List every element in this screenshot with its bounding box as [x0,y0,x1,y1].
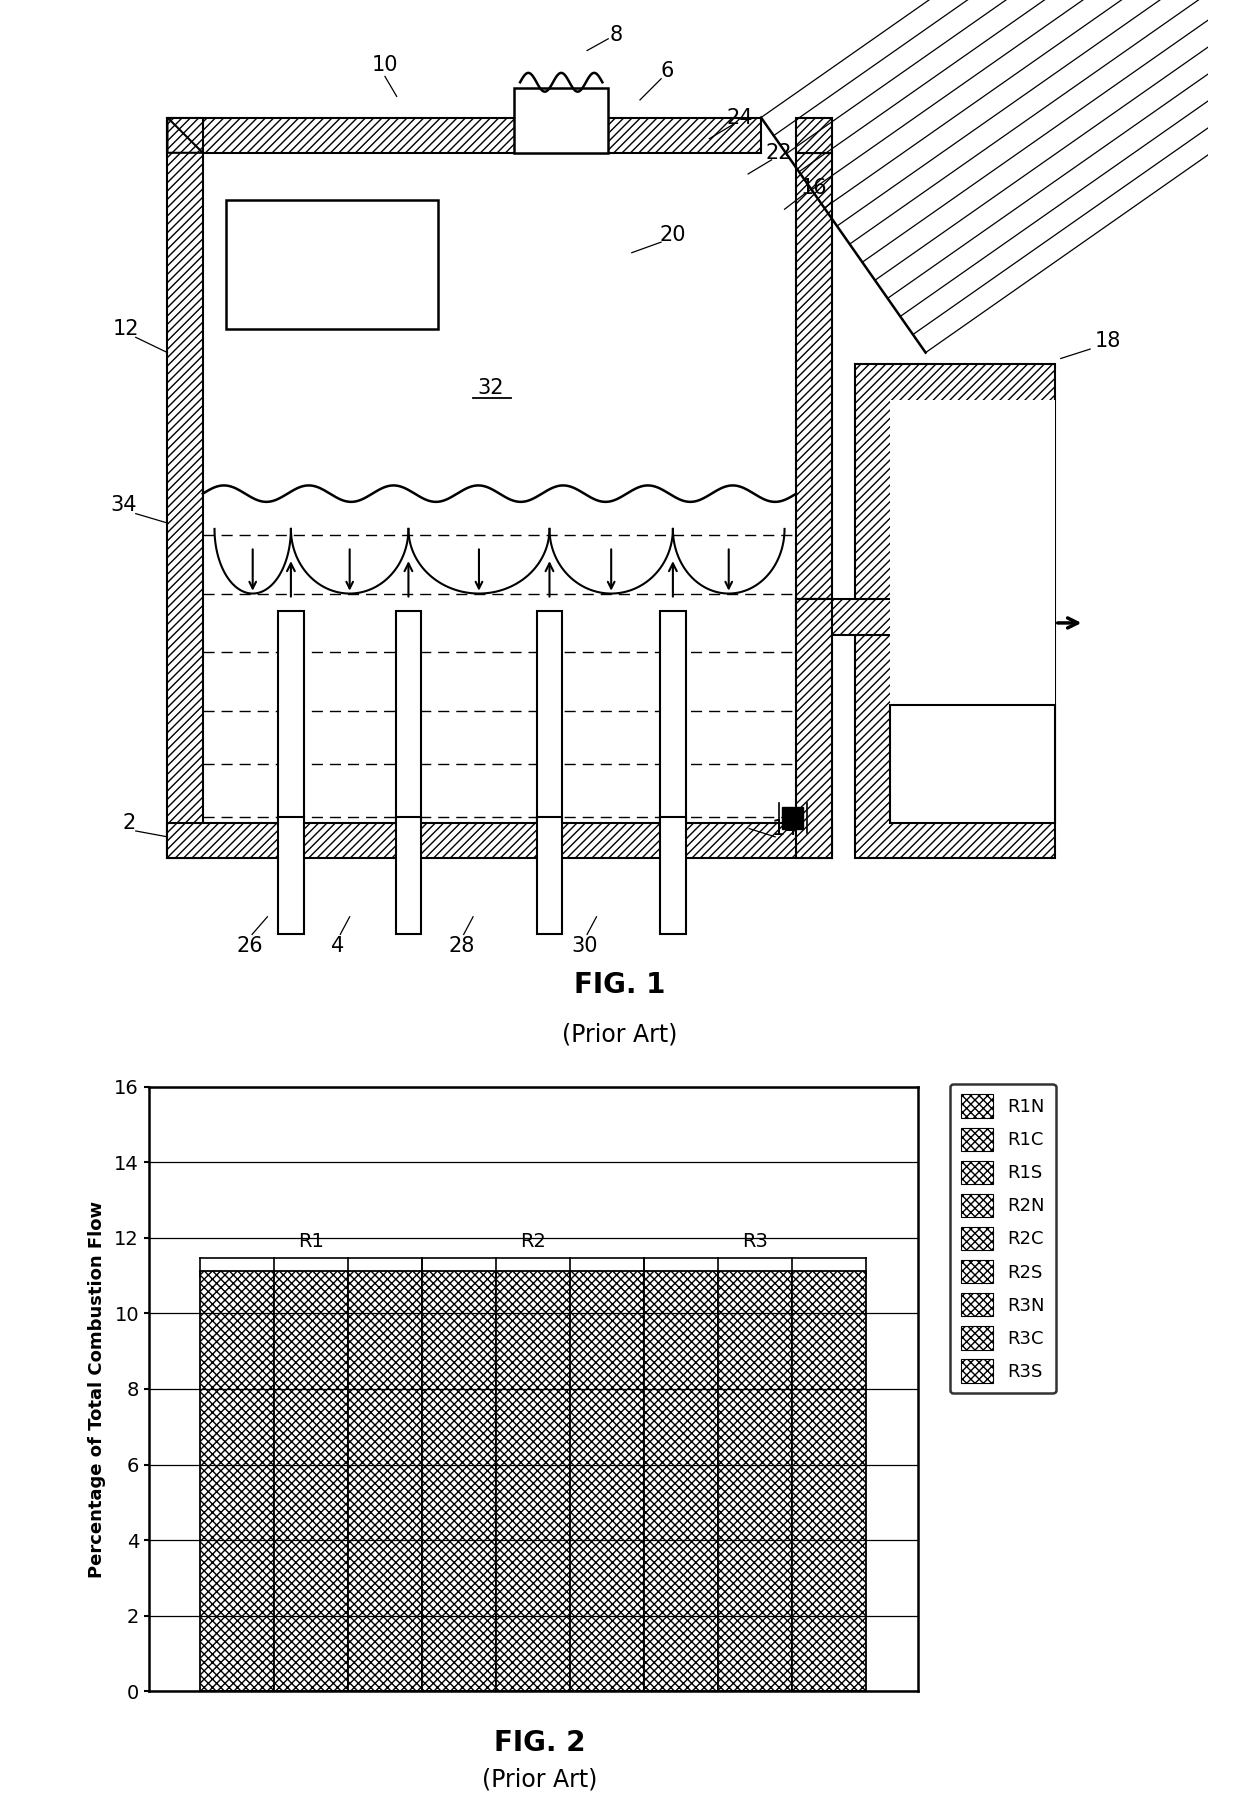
Bar [645,1271,718,1691]
Legend: R1N, R1C, R1S, R2N, R2C, R2S, R3N, R3C, R3S: R1N, R1C, R1S, R2N, R2C, R2S, R3N, R3C, … [950,1083,1055,1393]
Bar [226,200,438,329]
Text: (Prior Art): (Prior Art) [481,1767,598,1792]
Bar [422,1271,496,1691]
Text: 32: 32 [477,377,503,397]
Bar [396,612,422,823]
Text: FIG. 1: FIG. 1 [574,971,666,998]
Bar [660,818,686,935]
Text: 34: 34 [110,495,138,516]
Y-axis label: Percentage of Total Combustion Flow: Percentage of Total Combustion Flow [88,1200,105,1578]
Bar [515,88,609,153]
Text: 24: 24 [727,108,753,128]
Bar [890,399,1055,706]
Text: 2: 2 [122,812,135,832]
Bar [796,153,832,599]
Bar [348,1271,422,1691]
Polygon shape [167,117,203,153]
Bar [496,1271,570,1691]
Bar [796,599,832,857]
Bar [782,807,804,828]
Text: FIG. 2: FIG. 2 [494,1729,585,1756]
Text: R2: R2 [521,1233,546,1251]
Bar [396,818,422,935]
Bar [278,612,304,823]
Bar [167,117,203,857]
Text: 20: 20 [660,226,686,245]
Text: R1: R1 [299,1233,324,1251]
Text: 8: 8 [610,25,622,45]
Bar [537,612,563,823]
Bar [274,1271,348,1691]
Bar [167,117,761,153]
Bar [660,612,686,823]
Bar [792,1271,867,1691]
Text: 28: 28 [448,937,475,957]
Text: 12: 12 [113,319,140,339]
Text: 16: 16 [801,179,827,199]
Bar [718,1271,792,1691]
Bar [890,706,1055,823]
Text: 30: 30 [572,937,598,957]
Bar [856,365,1055,857]
Text: 10: 10 [372,54,398,74]
Text: 22: 22 [765,143,792,162]
Bar [200,1271,274,1691]
Bar [278,818,304,935]
Text: R3: R3 [743,1233,768,1251]
Text: 14: 14 [771,819,797,839]
Bar [203,153,796,823]
Text: (Prior Art): (Prior Art) [562,1022,678,1047]
Bar [537,818,563,935]
Text: 26: 26 [237,937,263,957]
Bar [167,823,832,857]
Bar [796,599,949,635]
Text: 6: 6 [661,61,673,81]
Text: 4: 4 [331,937,345,957]
Bar [796,117,832,153]
Text: 18: 18 [1095,330,1121,350]
Bar [570,1271,645,1691]
